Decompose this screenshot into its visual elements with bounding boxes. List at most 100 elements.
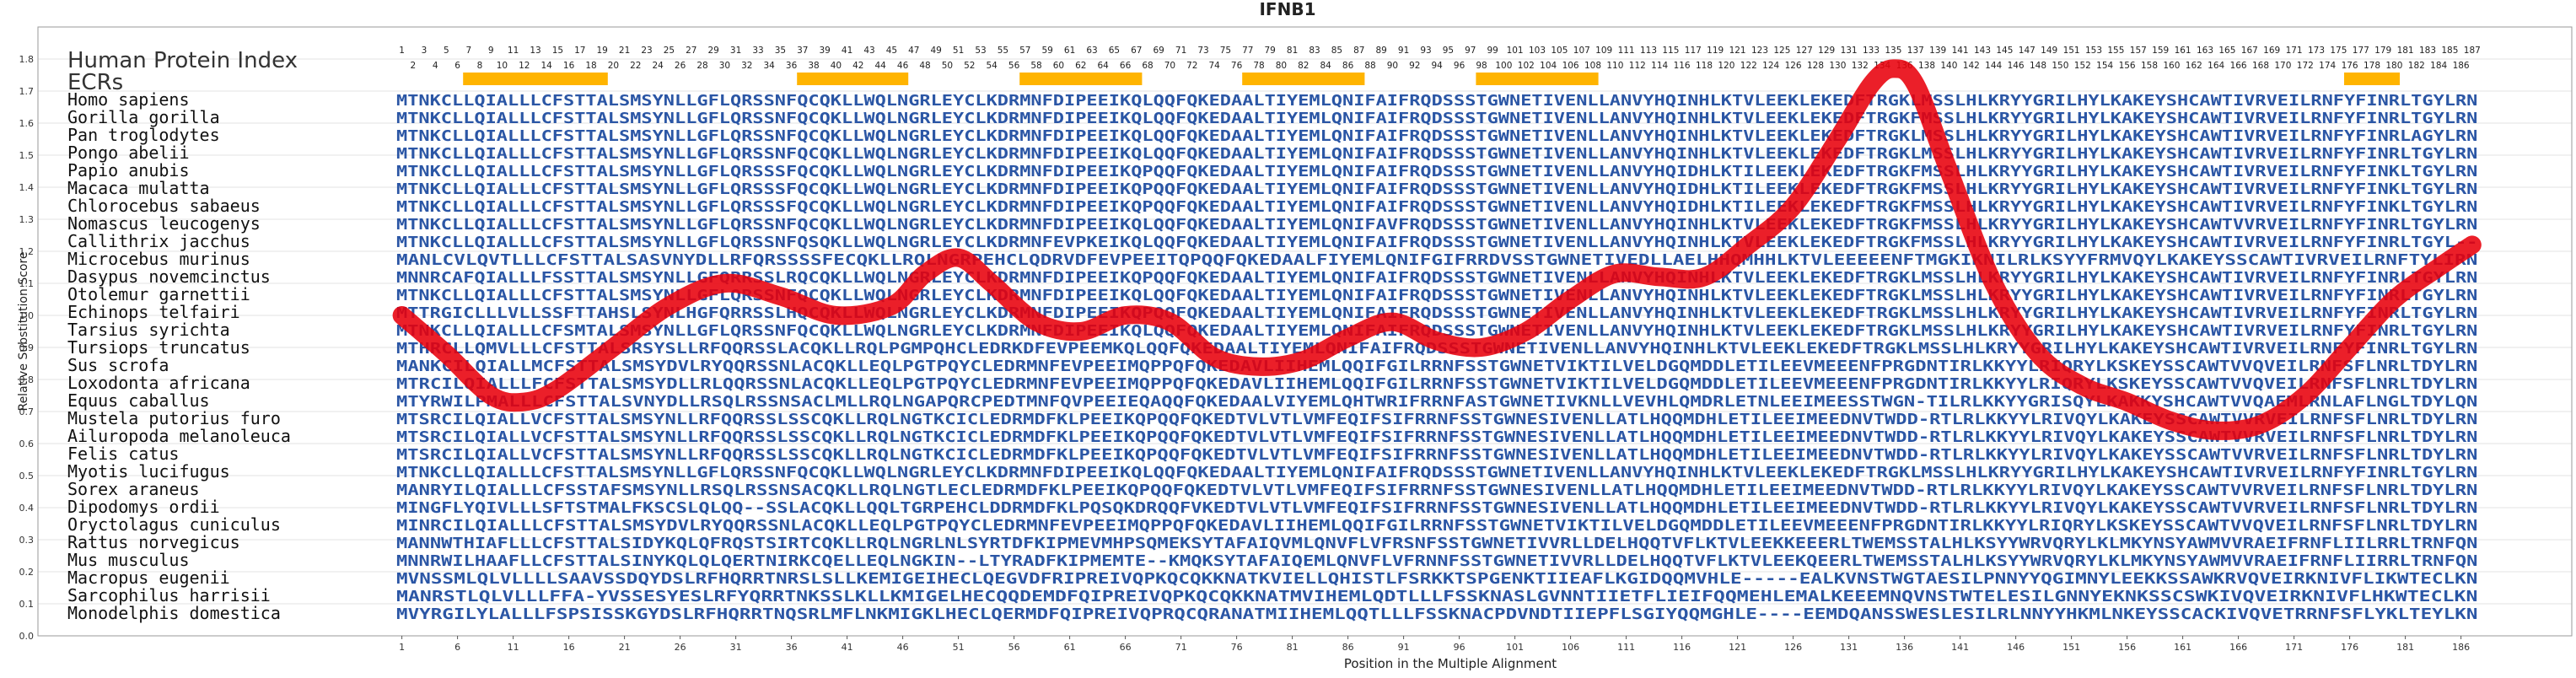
index-number: 26: [675, 61, 686, 71]
y-tick-label: 0.7: [19, 406, 35, 417]
index-number: 161: [2175, 46, 2191, 56]
index-number: 113: [1640, 46, 1657, 56]
sequence-row: MTSRCILQIALLVCFSTTALSMSYNLLRFQQRSSLSSCQK…: [396, 446, 2477, 464]
index-number: 133: [1863, 46, 1880, 56]
y-tick-label: 0.8: [19, 374, 35, 385]
index-number: 93: [1420, 46, 1431, 56]
index-number: 69: [1154, 46, 1164, 56]
index-number: 81: [1287, 46, 1298, 56]
species-label: Pan troglodytes: [67, 125, 220, 145]
index-number: 57: [1019, 46, 1030, 56]
index-number: 70: [1164, 61, 1175, 71]
y-tick-label: 0.9: [19, 342, 35, 353]
index-number: 116: [1674, 61, 1691, 71]
y-tick-label: 0.6: [19, 439, 35, 449]
sequence-row: MINRCILQIALLLCFSTTALSMSYDVLRYQQRSSNLACQK…: [396, 517, 2477, 535]
index-number: 97: [1465, 46, 1476, 56]
index-number: 50: [942, 61, 953, 71]
species-label: Dasypus novemcinctus: [67, 266, 271, 287]
y-tick-label: 1.6: [19, 118, 35, 129]
index-number: 120: [1718, 61, 1734, 71]
index-number: 35: [775, 46, 786, 56]
ecr-bars: [463, 73, 2400, 85]
sequence-row: MTNKCLLQIALLLCFSTTALSMSYNLLGFLQRSSNFQCQK…: [396, 92, 2477, 110]
index-number: 62: [1075, 61, 1086, 71]
index-number: 33: [752, 46, 763, 56]
species-label: Felis catus: [67, 444, 179, 464]
y-tick-label: 1.4: [19, 182, 35, 193]
index-number: 7: [465, 46, 471, 56]
ecr-bar: [2344, 73, 2400, 85]
species-label: Chlorocebus sabaeus: [67, 196, 261, 216]
index-number: 138: [1918, 61, 1935, 71]
index-number: 34: [764, 61, 776, 71]
index-number: 105: [1551, 46, 1568, 56]
index-number: 95: [1443, 46, 1454, 56]
index-number: 158: [2141, 61, 2158, 71]
x-tick-label: 76: [1231, 642, 1243, 653]
x-tick-label: 36: [786, 642, 798, 653]
index-number: 76: [1231, 61, 1243, 71]
index-number: 71: [1175, 46, 1186, 56]
species-label: Macropus eugenii: [67, 568, 230, 588]
index-number: 157: [2130, 46, 2147, 56]
index-number: 51: [953, 46, 964, 56]
index-number: 159: [2152, 46, 2169, 56]
index-number: 140: [1940, 61, 1957, 71]
index-number: 91: [1398, 46, 1409, 56]
index-number: 103: [1529, 46, 1546, 56]
x-tick-label: 26: [675, 642, 686, 653]
index-number: 156: [2119, 61, 2136, 71]
index-number: 67: [1131, 46, 1142, 56]
substitution-score-line: [392, 59, 2482, 440]
x-axis-ticks: 1 6 11 16 21 26 31 36 41 46 51 56 61 66 71 76 81 86 91 96 10…: [399, 636, 2470, 653]
sequence-alignment: MTNKCLLQIALLLCFSTTALSMSYNLLGFLQRSSNFQCQK…: [396, 92, 2477, 623]
sequence-row: MTRCILQIALLLFCFSTTALSMSYDLLRLQQRSSNLACQK…: [396, 375, 2477, 393]
index-number: 2: [410, 61, 416, 71]
index-number: 77: [1242, 46, 1253, 56]
species-label: Ailuropoda melanoleuca: [67, 426, 291, 446]
x-tick-label: 21: [619, 642, 631, 653]
x-tick-label: 121: [1729, 642, 1746, 653]
index-number: 85: [1331, 46, 1342, 56]
sequence-row: MTNKCLLQIALLLCFSTTALSMSYNLLGFLQRSSSFQCQK…: [396, 180, 2477, 198]
x-tick-label: 176: [2341, 642, 2358, 653]
index-number: 142: [1963, 61, 1980, 71]
index-number: 152: [2074, 61, 2091, 71]
y-tick-label: 1.1: [19, 278, 35, 289]
index-number: 130: [1829, 61, 1846, 71]
index-number: 147: [2019, 46, 2036, 56]
index-number: 131: [1841, 46, 1858, 56]
index-number: 102: [1518, 61, 1535, 71]
index-number: 92: [1409, 61, 1420, 71]
species-label: Tursiops truncatus: [67, 337, 250, 358]
index-number: 27: [686, 46, 696, 56]
sequence-row: MTNKCLLQIALLLCFSTTALSMSYNLLGFLQRSSNFQCQK…: [396, 145, 2477, 163]
index-number: 109: [1595, 46, 1612, 56]
sequence-row: MANRYILQIALLLCFSSTAFSMSYNLLRSQLRSSNSACQK…: [396, 482, 2477, 499]
index-number: 48: [919, 61, 930, 71]
sequence-row: MANLCVLQVTLLLCFSTTALSASVNYDLLRFQRSSSSFEC…: [396, 251, 2477, 269]
y-tick-label: 0.1: [19, 599, 35, 610]
index-number: 72: [1186, 61, 1197, 71]
sequence-row: MINGFLYQIVLLLSFTSTMALFKSCSLQLQQ--SSLACQK…: [396, 499, 2477, 517]
index-number: 90: [1387, 61, 1398, 71]
x-tick-label: 56: [1008, 642, 1020, 653]
x-tick-label: 146: [2007, 642, 2025, 653]
index-number: 17: [574, 46, 585, 56]
ecr-bar: [797, 73, 909, 85]
x-tick-label: 86: [1342, 642, 1354, 653]
index-number: 38: [808, 61, 819, 71]
index-number: 171: [2286, 46, 2303, 56]
index-number: 180: [2385, 61, 2402, 71]
index-number: 168: [2252, 61, 2269, 71]
species-label: Mus musculus: [67, 550, 190, 570]
index-number: 30: [719, 61, 730, 71]
index-number: 68: [1142, 61, 1153, 71]
index-number: 78: [1253, 61, 1264, 71]
index-number: 141: [1952, 46, 1969, 56]
grid-lines: [38, 58, 2572, 637]
index-number: 53: [975, 46, 986, 56]
index-number: 58: [1030, 61, 1041, 71]
index-number: 80: [1276, 61, 1287, 71]
